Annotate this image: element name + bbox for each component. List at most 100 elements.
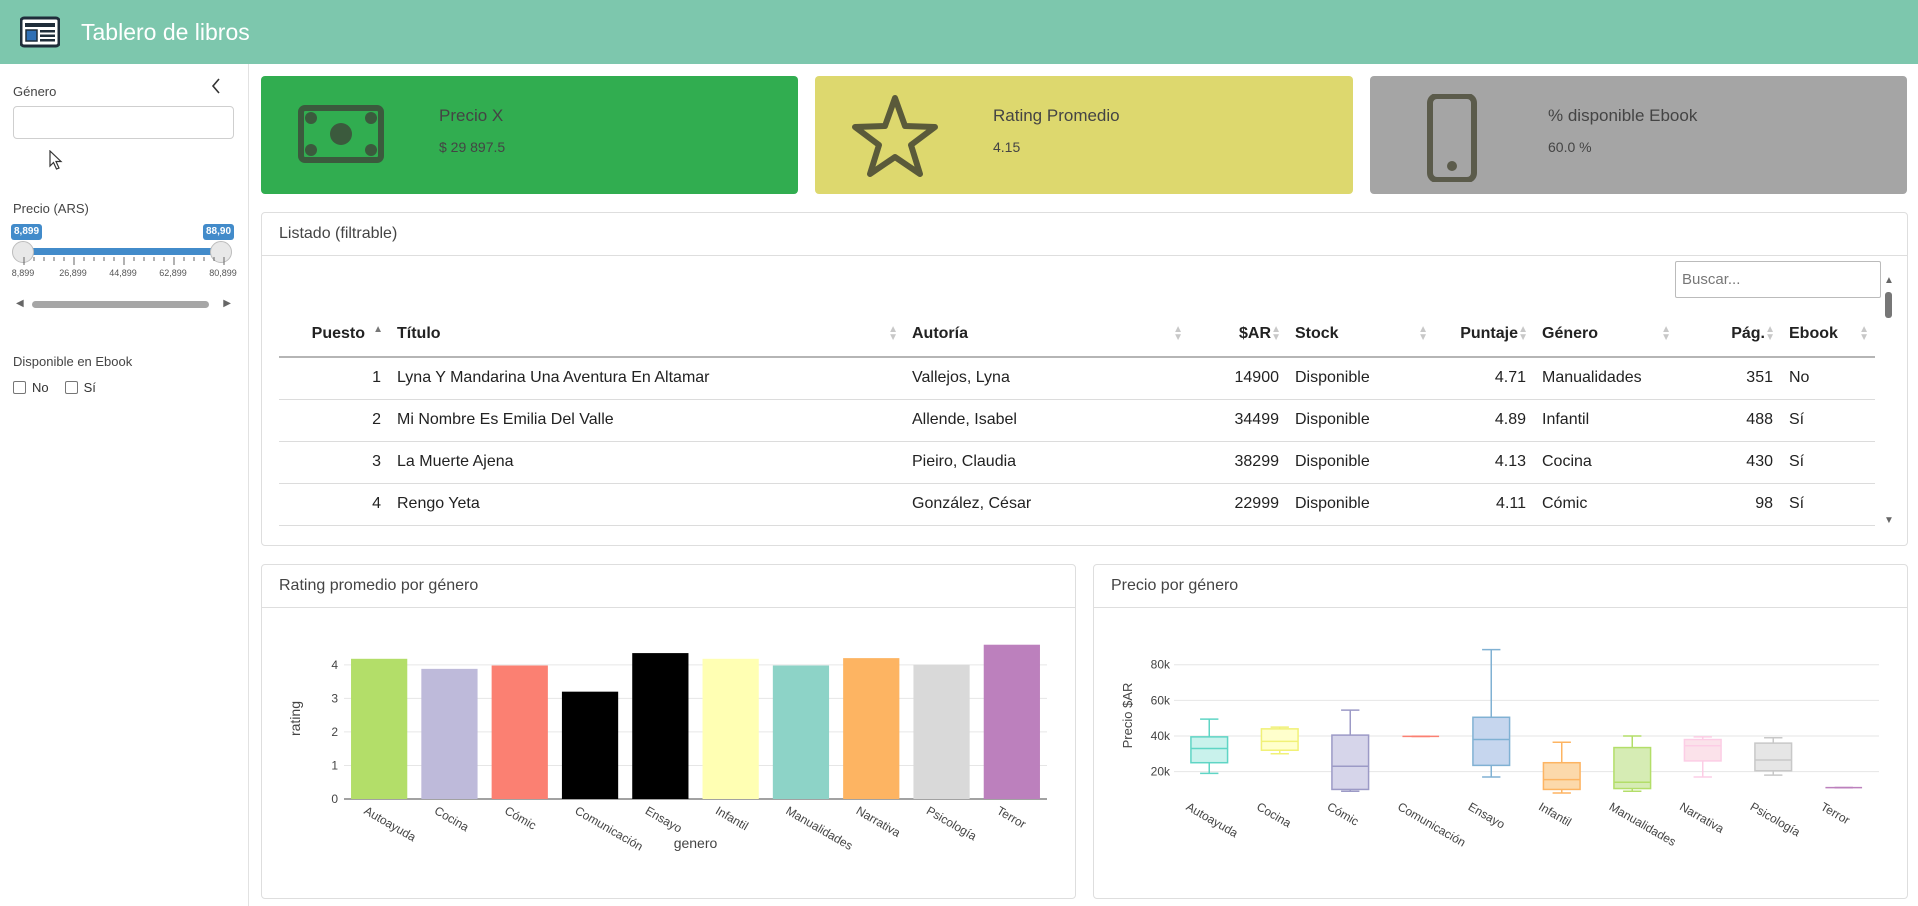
table-cell: 14900 — [1189, 357, 1287, 400]
table-row[interactable]: 4 Rengo Yeta González, César 22999 Disponibl… — [279, 483, 1875, 526]
sort-icon: ▲ ▼ — [1271, 324, 1281, 343]
column-header-autoria[interactable]: Autoría ▲ ▼ — [904, 311, 1189, 358]
slider-track — [23, 248, 225, 255]
y-tick-label: 40k — [1151, 729, 1171, 743]
x-tick-label: Comunicación — [573, 803, 646, 853]
x-tick-label: Terror — [994, 803, 1028, 831]
bar — [491, 665, 548, 799]
scroll-left-icon[interactable]: ◀ — [16, 298, 24, 309]
table-row[interactable]: 1 Lyna Y Mandarina Una Aventura En Altama… — [279, 357, 1875, 400]
y-tick-label: 1 — [331, 758, 338, 772]
table-cell: 1 — [279, 357, 389, 400]
x-tick-label: Comunicación — [1395, 799, 1468, 849]
column-header-precio[interactable]: $AR ▲ ▼ — [1189, 311, 1287, 358]
sort-icon: ▲ ▼ — [888, 324, 898, 343]
price-range-slider[interactable]: 8,899 88,90 8,899 26,899 44,899 62,899 8… — [11, 224, 237, 284]
table-search-input[interactable] — [1675, 261, 1881, 298]
table-cell: Vallejos, Lyna — [904, 357, 1189, 400]
rating-chart-header: Rating promedio por género — [262, 565, 1075, 608]
genre-label: Género — [13, 84, 57, 99]
box-iqr — [1754, 742, 1793, 772]
x-tick-label: Psicología — [1748, 799, 1803, 839]
box-psicología — [1754, 737, 1793, 776]
table-vertical-scrollbar[interactable]: ▲ ▼ — [1881, 275, 1897, 529]
column-header-genero[interactable]: Género ▲ ▼ — [1534, 311, 1677, 358]
column-header-titulo[interactable]: Título ▲ ▼ — [389, 311, 904, 358]
box-iqr — [1683, 738, 1722, 762]
genre-select-input[interactable] — [13, 106, 234, 139]
ebook-checkbox-group: No Sí — [13, 380, 96, 395]
scroll-up-icon[interactable]: ▲ — [1884, 275, 1894, 286]
box-infantil — [1542, 741, 1581, 794]
bar — [913, 664, 970, 799]
table-cell: Lyna Y Mandarina Una Aventura En Altamar — [389, 357, 904, 400]
slider-max-handle[interactable] — [210, 241, 232, 263]
table-cell: 4.89 — [1434, 399, 1534, 442]
sidebar: Género Precio (ARS) 8,899 88,90 8,899 26… — [0, 64, 249, 906]
table-header-row: Puesto ▲ Título ▲ ▼ Autoría ▲ ▼ $AR ▲ ▼ Stock ▲ ▼… — [279, 311, 1875, 358]
table-row[interactable]: 3 La Muerte Ajena Pieiro, Claudia 38299 Disp… — [279, 441, 1875, 484]
column-header-paginas[interactable]: Pág. ▲ ▼ — [1677, 311, 1781, 358]
sort-icon: ▲ — [373, 324, 383, 335]
box-iqr — [1260, 728, 1299, 751]
y-tick-label: 0 — [331, 792, 338, 806]
slider-min-handle[interactable] — [12, 241, 34, 263]
sidebar-horizontal-scrollbar[interactable]: ◀ ▶ — [16, 298, 231, 310]
table-cell: Disponible — [1287, 483, 1434, 526]
sort-icon: ▲ ▼ — [1859, 324, 1869, 343]
ebook-si-checkbox[interactable] — [64, 381, 78, 394]
value-box-title: Rating Promedio — [993, 106, 1120, 125]
slider-tick-label: 8,899 — [11, 268, 35, 278]
slider-tick-label: 80,899 — [209, 268, 237, 278]
table-cell: 488 — [1677, 399, 1781, 442]
scroll-right-icon[interactable]: ▶ — [223, 298, 231, 309]
table-cell: 351 — [1677, 357, 1781, 400]
table-cell: Sí — [1781, 441, 1875, 484]
table-cell: 3 — [279, 441, 389, 484]
table-cell: Manualidades — [1534, 357, 1677, 400]
price-box-chart: 20k 40k 60k 80k Autoayuda Cocina Cómic Comunica… — [1120, 648, 1879, 850]
bar — [421, 668, 478, 799]
column-header-puesto[interactable]: Puesto ▲ — [279, 311, 389, 358]
x-tick-label: Infantil — [713, 803, 751, 833]
table-cell: Allende, Isabel — [904, 399, 1189, 442]
chevron-left-icon[interactable] — [206, 76, 226, 96]
table-cell: 4.71 — [1434, 357, 1534, 400]
box-cómic — [1331, 709, 1370, 792]
table-cell: Disponible — [1287, 399, 1434, 442]
box-iqr — [1331, 734, 1370, 791]
scroll-down-icon[interactable]: ▼ — [1884, 515, 1894, 526]
box-cocina — [1260, 726, 1299, 755]
table-cell: Sí — [1781, 399, 1875, 442]
box-autoayuda — [1190, 718, 1229, 775]
top-bar: Tablero de libros — [0, 0, 1918, 64]
bar — [702, 658, 759, 799]
scrollbar-thumb[interactable] — [1885, 292, 1892, 318]
table-cell: No — [1781, 357, 1875, 400]
table-card: Listado (filtrable) Puesto▲ Título▲▼ Aut… — [261, 212, 1908, 546]
ebook-no-checkbox[interactable] — [13, 381, 26, 394]
table-cell: Cómic — [1534, 483, 1677, 526]
column-header-ebook[interactable]: Ebook ▲ ▼ — [1781, 311, 1875, 358]
x-tick-label: Manualidades — [783, 803, 855, 852]
x-tick-label: Ensayo — [643, 803, 685, 835]
table-row[interactable]: 2 Mi Nombre Es Emilia Del Valle Allende, I… — [279, 399, 1875, 442]
table-cell: La Muerte Ajena — [389, 441, 904, 484]
x-tick-label: Autoayuda — [362, 803, 419, 844]
y-tick-label: 80k — [1151, 658, 1171, 672]
column-header-puntaje[interactable]: Puntaje ▲ ▼ — [1434, 311, 1534, 358]
table-cell: 4 — [279, 483, 389, 526]
ebook-no-label: No — [32, 380, 49, 395]
table-cell: Infantil — [1534, 399, 1677, 442]
bar — [561, 691, 619, 799]
scrollbar-thumb[interactable] — [32, 301, 209, 308]
column-header-stock[interactable]: Stock ▲ ▼ — [1287, 311, 1434, 358]
box-manualidades — [1613, 735, 1652, 792]
x-tick-label: Cómic — [1325, 799, 1361, 828]
table-cell: 22999 — [1189, 483, 1287, 526]
books-table: Puesto ▲ Título ▲ ▼ Autoría ▲ ▼ $AR ▲ ▼ Stock ▲ ▼… — [279, 311, 1875, 526]
table-cell: 38299 — [1189, 441, 1287, 484]
box-iqr — [1472, 716, 1511, 767]
value-box-value: 60.0 % — [1548, 139, 1592, 155]
y-tick-label: 60k — [1151, 693, 1171, 707]
